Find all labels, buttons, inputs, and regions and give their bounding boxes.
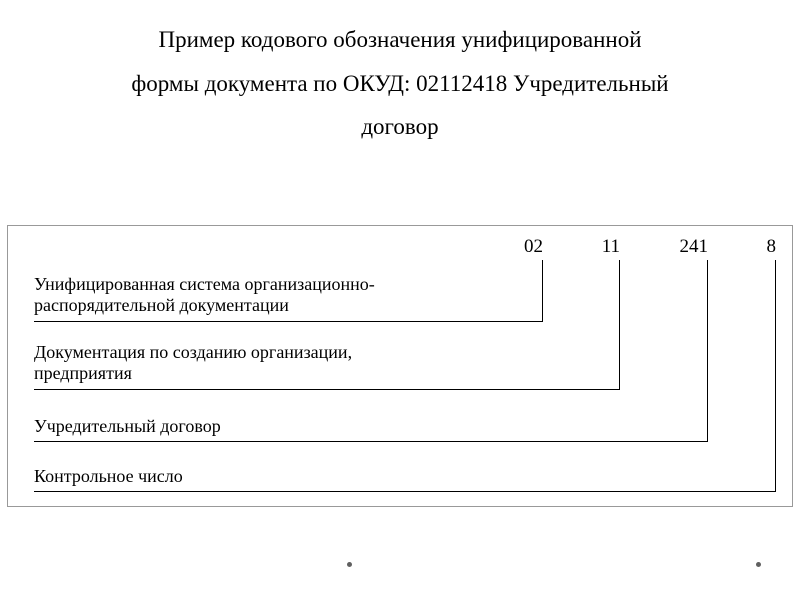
label-2-line1: Учредительный договор [34, 416, 221, 437]
title-line-1: Пример кодового обозначения унифицирован… [10, 18, 790, 62]
label-row-1: Документация по созданию организации, пр… [34, 342, 352, 383]
label-row-0: Унифицированная система организационно- … [34, 274, 375, 315]
hline-2 [34, 441, 708, 442]
vline-1 [619, 260, 620, 390]
label-1-line1: Документация по созданию организации, [34, 342, 352, 363]
slide-bullet-left [347, 562, 352, 567]
vline-2 [707, 260, 708, 442]
label-1-line2: предприятия [34, 363, 352, 384]
label-0-line1: Унифицированная система организационно- [34, 274, 375, 295]
code-breakdown-diagram: 02 11 241 8 Унифицированная система орга… [7, 225, 793, 507]
label-0-line2: распорядительной документации [34, 295, 375, 316]
hline-3 [34, 491, 776, 492]
code-segment-3: 8 [8, 236, 776, 258]
hline-0 [34, 321, 543, 322]
page-title: Пример кодового обозначения унифицирован… [0, 0, 800, 159]
label-row-3: Контрольное число [34, 466, 183, 487]
title-line-2: формы документа по ОКУД: 02112418 Учреди… [10, 62, 790, 106]
title-line-3: договор [10, 105, 790, 149]
vline-0 [542, 260, 543, 322]
slide-bullet-right [756, 562, 761, 567]
label-3-line1: Контрольное число [34, 466, 183, 487]
vline-3 [775, 260, 776, 492]
hline-1 [34, 389, 620, 390]
code-number-row: 02 11 241 8 [8, 236, 792, 262]
label-row-2: Учредительный договор [34, 416, 221, 437]
